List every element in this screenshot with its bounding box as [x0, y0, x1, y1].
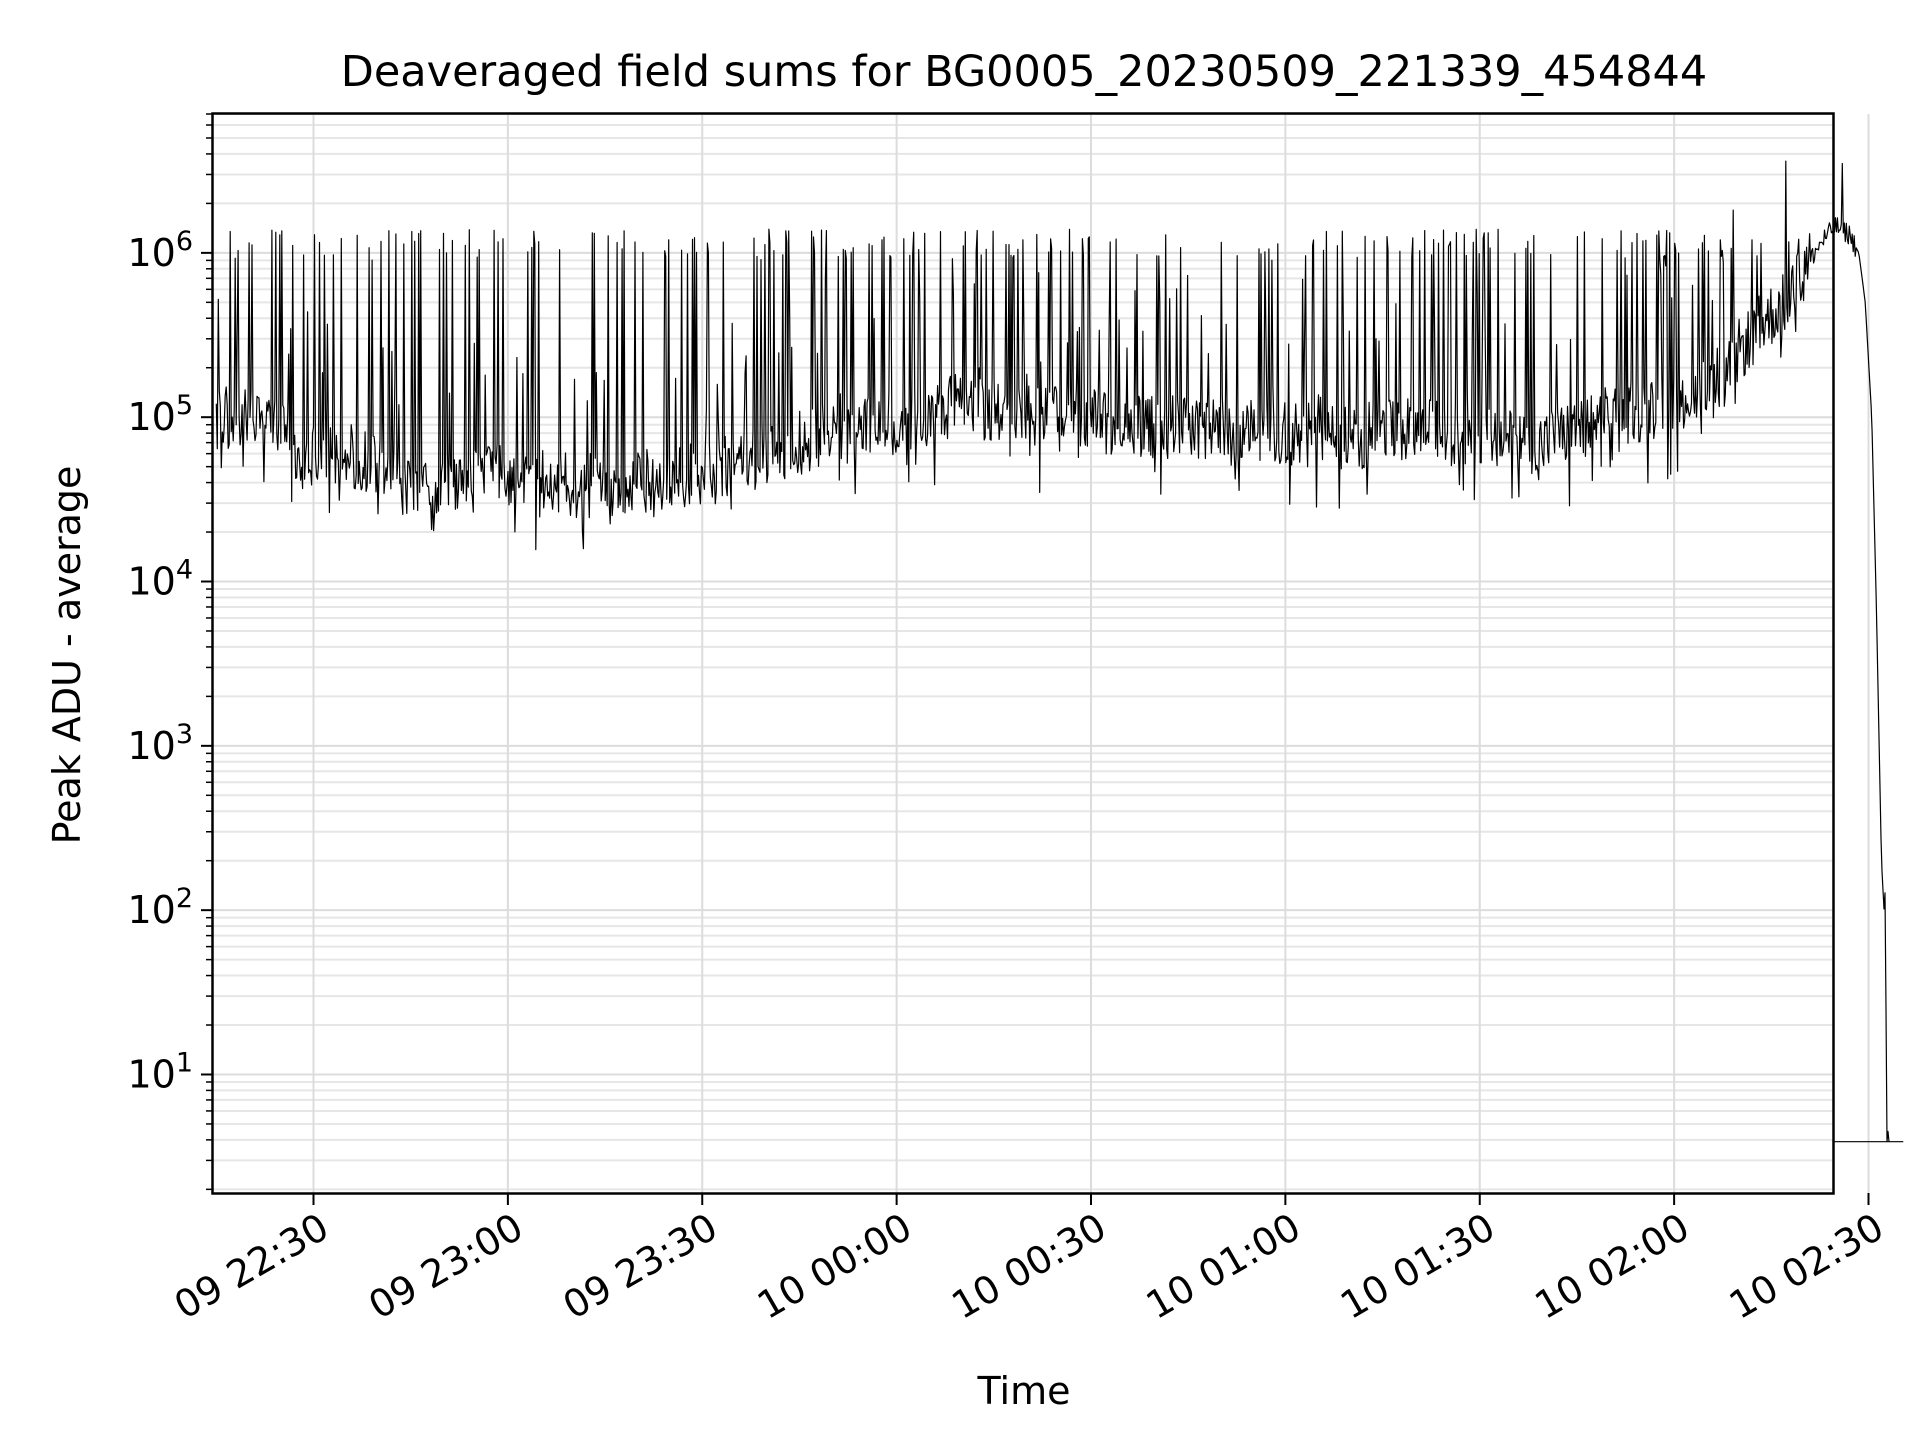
- y-tick-exponent: 6: [176, 226, 193, 257]
- y-tick-exponent: 1: [176, 1047, 193, 1078]
- y-tick-label: 101: [127, 1047, 193, 1096]
- series-layer: [215, 160, 1904, 1143]
- y-tick-base: 10: [127, 231, 175, 275]
- y-axis-label: Peak ADU - average: [45, 466, 89, 845]
- series-line: [215, 160, 1904, 1143]
- y-tick-label: 105: [127, 390, 193, 439]
- y-tick-exponent: 2: [176, 883, 193, 914]
- x-axis-label: Time: [977, 1369, 1071, 1413]
- y-tick-base: 10: [127, 395, 175, 439]
- y-tick-label: 102: [127, 883, 193, 932]
- y-tick-base: 10: [127, 724, 175, 768]
- y-tick-base: 10: [127, 560, 175, 604]
- y-tick-exponent: 4: [176, 555, 193, 586]
- y-tick-base: 10: [127, 1052, 175, 1096]
- plot-frame: [211, 112, 1835, 1195]
- y-tick-exponent: 3: [176, 719, 193, 750]
- chart-title: Deaveraged field sums for BG0005_2023050…: [341, 47, 1708, 97]
- y-tick-label: 103: [127, 719, 193, 768]
- y-tick-label: 106: [127, 226, 193, 275]
- y-tick-label: 104: [127, 555, 193, 604]
- y-tick-exponent: 5: [176, 390, 193, 421]
- y-tick-base: 10: [127, 888, 175, 932]
